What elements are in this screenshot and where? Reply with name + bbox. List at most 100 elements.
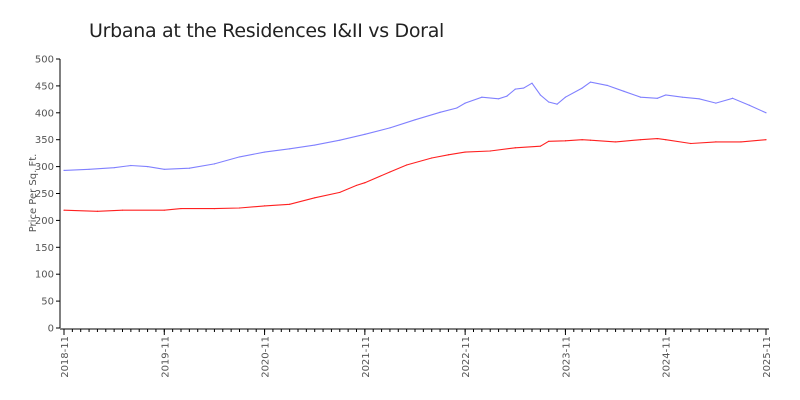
data-point: [564, 140, 567, 142]
data-point: [263, 151, 266, 153]
y-axis-label: Price Per Sq. Ft.: [28, 154, 39, 233]
data-point: [690, 142, 692, 145]
data-point: [180, 207, 182, 210]
data-point: [213, 163, 216, 165]
y-tick-label: 0: [48, 324, 54, 335]
data-point: [163, 168, 165, 170]
y-tick-label: 100: [35, 270, 54, 281]
data-point: [748, 104, 750, 106]
data-point: [146, 166, 149, 168]
data-point: [355, 184, 358, 187]
data-point: [606, 84, 608, 86]
y-tick-label: 150: [35, 243, 54, 254]
data-point: [88, 168, 90, 170]
data-point: [431, 157, 433, 159]
data-point: [263, 205, 266, 207]
data-point: [640, 96, 642, 98]
y-tick-label: 450: [35, 81, 54, 92]
series-line-2: [63, 138, 767, 212]
data-point: [564, 96, 567, 98]
axes: 0 50 100 150 200 250 300 350 400 450 500 2018-11 201…: [35, 55, 773, 378]
data-point: [481, 96, 483, 98]
x-tick-label: 2022-11: [461, 336, 472, 378]
y-tick-label: 350: [35, 135, 54, 146]
x-tick-label: 2023-11: [561, 336, 572, 378]
data-point: [581, 87, 583, 89]
data-point: [163, 209, 165, 211]
data-point: [188, 167, 190, 169]
y-tick-label: 400: [35, 108, 54, 119]
data-point: [314, 197, 316, 199]
data-point: [464, 151, 466, 153]
data-point: [113, 167, 115, 169]
data-point: [548, 101, 550, 103]
data-point: [765, 112, 767, 114]
data-point: [665, 94, 667, 96]
data-point: [740, 141, 742, 143]
data-point: [614, 141, 617, 143]
data-point: [589, 81, 592, 83]
data-point: [765, 139, 767, 141]
series-lines: [63, 81, 767, 212]
data-point: [121, 209, 124, 211]
data-point: [447, 154, 450, 156]
x-tick-label: 2024-11: [662, 336, 673, 378]
data-point: [314, 144, 316, 146]
data-point: [731, 97, 734, 99]
x-tick-label: 2018-11: [60, 336, 71, 378]
y-tick-label: 500: [35, 55, 54, 66]
data-point: [514, 147, 516, 149]
data-point: [339, 139, 341, 141]
data-point: [514, 88, 516, 90]
x-tick-label: 2025-11: [762, 336, 773, 378]
data-point: [539, 94, 541, 96]
x-tick-label: 2020-11: [261, 336, 272, 378]
data-point: [581, 139, 583, 141]
chart-title: Urbana at the Residences I&II vs Doral: [89, 20, 445, 42]
data-point: [489, 150, 491, 152]
data-point: [523, 87, 525, 89]
data-point: [456, 107, 458, 109]
data-point: [589, 139, 592, 141]
data-point: [556, 103, 558, 105]
data-point: [548, 140, 550, 142]
data-point: [539, 145, 541, 147]
data-point: [130, 164, 132, 167]
data-point: [531, 82, 533, 84]
data-point: [63, 169, 65, 171]
x-tick-label: 2021-11: [361, 336, 372, 378]
data-point: [497, 98, 500, 100]
data-point: [213, 207, 216, 210]
data-point: [439, 111, 441, 113]
data-point: [63, 209, 65, 211]
y-tick-label: 50: [41, 297, 54, 308]
data-point: [96, 210, 99, 212]
data-point: [506, 95, 508, 97]
data-point: [289, 148, 291, 150]
data-point: [665, 139, 667, 141]
data-point: [715, 102, 717, 104]
data-point: [464, 102, 466, 104]
series-line-1: [63, 81, 767, 171]
data-point: [364, 133, 366, 135]
y-tick-label: 250: [35, 189, 54, 200]
data-point: [681, 96, 684, 98]
data-point: [238, 207, 241, 209]
data-point: [414, 119, 416, 121]
y-tick-label: 200: [35, 216, 54, 227]
data-point: [640, 139, 642, 141]
y-tick-label: 300: [35, 162, 54, 173]
data-point: [238, 156, 241, 158]
data-point: [289, 203, 291, 205]
data-point: [364, 182, 366, 184]
data-point: [389, 171, 391, 173]
data-point: [389, 127, 391, 129]
data-point: [339, 191, 341, 194]
x-tick-label: 2019-11: [160, 336, 171, 378]
data-point: [698, 98, 700, 100]
data-point: [715, 141, 717, 143]
data-point: [656, 97, 658, 99]
data-point: [406, 164, 408, 166]
